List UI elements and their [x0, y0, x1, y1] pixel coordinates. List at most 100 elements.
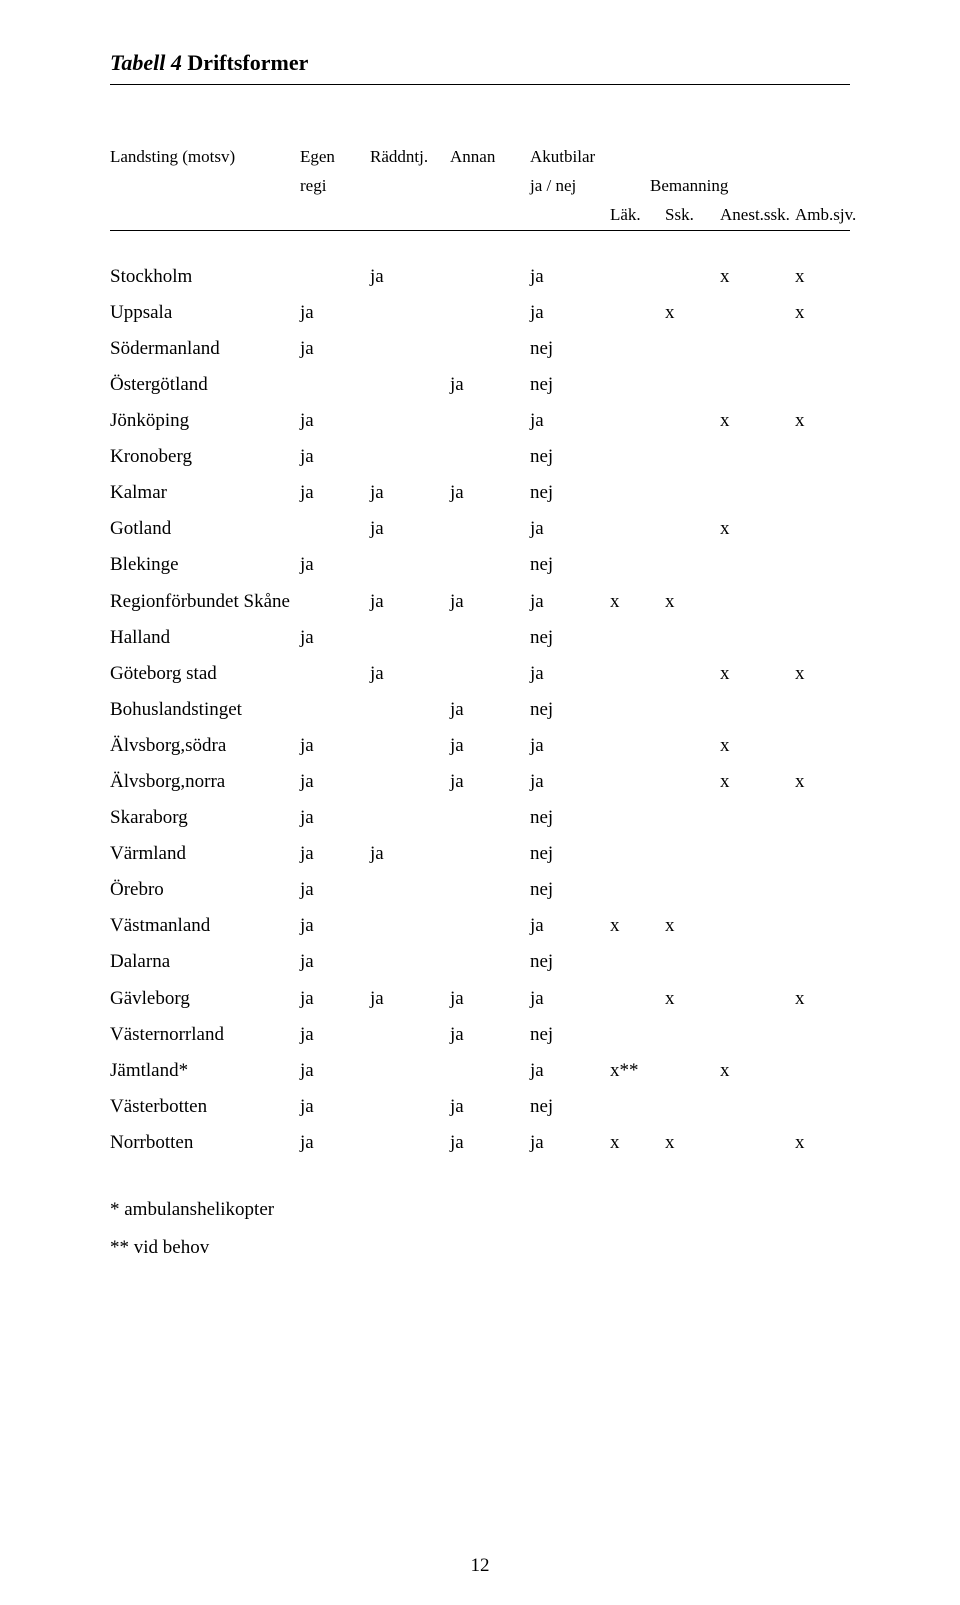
cell-akutbilar: nej	[530, 620, 610, 656]
cell-lak	[610, 439, 665, 475]
cell-anest	[720, 475, 795, 511]
cell-lak	[610, 295, 665, 331]
cell-akutbilar: nej	[530, 800, 610, 836]
table-row: Värmlandjajanej	[110, 836, 850, 872]
cell-akutbilar: nej	[530, 475, 610, 511]
col-amb: Amb.sjv.	[795, 201, 865, 230]
cell-name: Västernorrland	[110, 1017, 300, 1053]
cell-ssk	[665, 547, 720, 583]
cell-amb	[795, 475, 865, 511]
cell-annan: ja	[450, 764, 530, 800]
cell-anest	[720, 944, 795, 980]
cell-lak	[610, 1089, 665, 1125]
cell-name: Skaraborg	[110, 800, 300, 836]
cell-name: Gävleborg	[110, 981, 300, 1017]
cell-amb: x	[795, 259, 865, 295]
cell-akutbilar: ja	[530, 728, 610, 764]
cell-anest	[720, 1089, 795, 1125]
cell-amb	[795, 800, 865, 836]
cell-ssk	[665, 1089, 720, 1125]
table-row: Blekingejanej	[110, 547, 850, 583]
table-row: Älvsborg,norrajajajaxx	[110, 764, 850, 800]
cell-ssk	[665, 836, 720, 872]
cell-akutbilar: ja	[530, 295, 610, 331]
header-row-2: regi ja / nej Bemanning	[110, 172, 850, 201]
cell-lak	[610, 511, 665, 547]
cell-ssk	[665, 259, 720, 295]
cell-akutbilar: nej	[530, 1089, 610, 1125]
page-number: 12	[0, 1555, 960, 1577]
cell-lak	[610, 981, 665, 1017]
cell-name: Västerbotten	[110, 1089, 300, 1125]
cell-ssk	[665, 692, 720, 728]
cell-amb	[795, 1017, 865, 1053]
cell-egen: ja	[300, 728, 370, 764]
cell-egen: ja	[300, 1017, 370, 1053]
cell-lak	[610, 547, 665, 583]
table-row: Älvsborg,södrajajajax	[110, 728, 850, 764]
cell-akutbilar: ja	[530, 656, 610, 692]
cell-ssk	[665, 944, 720, 980]
cell-ssk	[665, 728, 720, 764]
table-row: Örebrojanej	[110, 872, 850, 908]
cell-amb	[795, 439, 865, 475]
table-row: Östergötlandjanej	[110, 367, 850, 403]
cell-ssk	[665, 439, 720, 475]
cell-raddntj: ja	[370, 656, 450, 692]
cell-annan	[450, 259, 530, 295]
cell-akutbilar: nej	[530, 872, 610, 908]
cell-annan: ja	[450, 584, 530, 620]
cell-anest: x	[720, 656, 795, 692]
table-row: Jönköpingjajaxx	[110, 403, 850, 439]
cell-lak	[610, 259, 665, 295]
cell-annan: ja	[450, 728, 530, 764]
footnote-2: ** vid behov	[110, 1229, 850, 1267]
col-annan: Annan	[450, 143, 530, 172]
cell-akutbilar: nej	[530, 331, 610, 367]
cell-annan: ja	[450, 1125, 530, 1161]
cell-akutbilar: ja	[530, 908, 610, 944]
cell-raddntj	[370, 800, 450, 836]
cell-akutbilar: nej	[530, 836, 610, 872]
col-landsting: Landsting (motsv)	[110, 143, 300, 172]
cell-amb	[795, 331, 865, 367]
cell-name: Älvsborg,södra	[110, 728, 300, 764]
cell-amb: x	[795, 981, 865, 1017]
table-row: Västernorrlandjajanej	[110, 1017, 850, 1053]
cell-amb: x	[795, 656, 865, 692]
table-row: Dalarnajanej	[110, 944, 850, 980]
cell-annan	[450, 944, 530, 980]
cell-raddntj	[370, 439, 450, 475]
cell-egen: ja	[300, 981, 370, 1017]
table-row: Regionförbundet Skånejajajaxx	[110, 584, 850, 620]
col-ssk: Ssk.	[665, 201, 720, 230]
cell-egen: ja	[300, 1125, 370, 1161]
cell-ssk	[665, 475, 720, 511]
cell-akutbilar: ja	[530, 511, 610, 547]
cell-egen: ja	[300, 800, 370, 836]
cell-annan	[450, 908, 530, 944]
cell-raddntj	[370, 728, 450, 764]
cell-lak	[610, 728, 665, 764]
page: Tabell 4 Driftsformer Landsting (motsv) …	[0, 0, 960, 1605]
cell-ssk	[665, 620, 720, 656]
cell-amb	[795, 944, 865, 980]
cell-lak	[610, 836, 665, 872]
cell-annan	[450, 872, 530, 908]
title-main: Driftsformer	[187, 50, 308, 75]
cell-akutbilar: nej	[530, 547, 610, 583]
cell-egen	[300, 367, 370, 403]
cell-name: Östergötland	[110, 367, 300, 403]
cell-name: Blekinge	[110, 547, 300, 583]
cell-raddntj	[370, 908, 450, 944]
cell-egen: ja	[300, 908, 370, 944]
rule-top	[110, 84, 850, 85]
table-row: Kronobergjanej	[110, 439, 850, 475]
table-row: Södermanlandjanej	[110, 331, 850, 367]
cell-annan	[450, 656, 530, 692]
cell-egen	[300, 584, 370, 620]
cell-ssk: x	[665, 584, 720, 620]
cell-anest	[720, 692, 795, 728]
table-row: Norrbottenjajajaxxx	[110, 1125, 850, 1161]
cell-amb: x	[795, 764, 865, 800]
